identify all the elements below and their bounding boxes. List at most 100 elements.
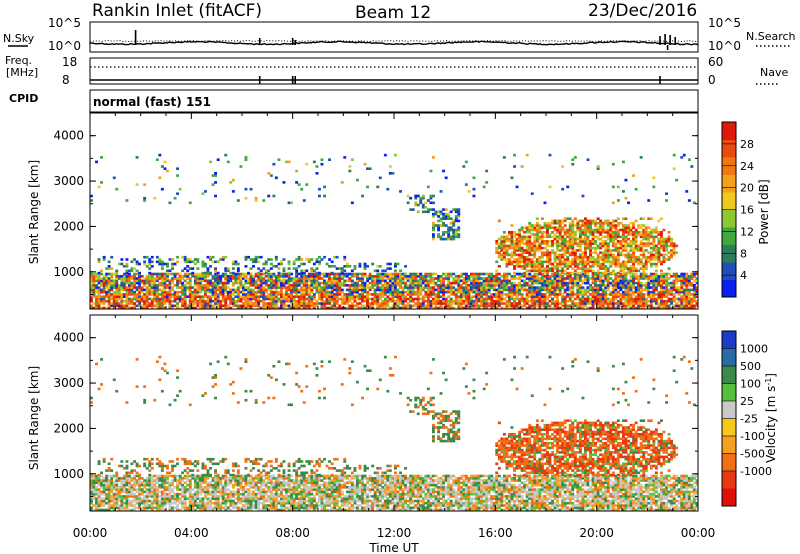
power-cell-2816 (624, 302, 628, 305)
power-cell-3747 (548, 226, 552, 229)
power-cell-453 (176, 297, 179, 301)
power-cell-327 (150, 286, 154, 289)
power-cell-3156 (687, 297, 691, 301)
power-cell-4309 (627, 224, 630, 227)
power-cell-1663 (406, 302, 410, 305)
power-cell-1760 (424, 286, 428, 289)
power-cell-1833 (439, 306, 443, 310)
power-cell-1975 (464, 275, 468, 278)
power-cell-4680 (366, 265, 369, 268)
power-cell-4677 (363, 267, 367, 270)
power-cell-4725 (176, 167, 179, 170)
power-cell-4184 (609, 228, 613, 232)
power-cell-295 (145, 299, 149, 303)
power-cell-3551 (520, 258, 524, 261)
power-cell-2211 (508, 279, 511, 283)
power-cell-1864 (444, 297, 448, 301)
power-cell-3559 (520, 237, 524, 241)
power-cell-1795 (429, 272, 433, 276)
power-cell-3908 (571, 231, 575, 234)
power-cell-34 (95, 288, 98, 292)
power-cell-3631 (533, 262, 537, 266)
power-cell-4466 (654, 262, 658, 266)
power-cell-1169 (310, 272, 314, 276)
power-cell-1858 (442, 277, 445, 280)
power-cell-3273 (183, 267, 187, 270)
power-cell-2855 (629, 277, 633, 280)
power-cell-2061 (480, 277, 483, 280)
power-cell-2053 (480, 297, 483, 301)
power-cell-3353 (264, 271, 268, 275)
power-cell-277 (140, 281, 144, 285)
power-cell-1107 (300, 281, 304, 285)
power-cell-2193 (505, 286, 509, 289)
power-cell-2708 (604, 297, 608, 301)
power-cell-568 (198, 295, 202, 298)
power-cell-53 (97, 277, 101, 280)
power-cell-1904 (452, 288, 456, 292)
power-cell-1058 (292, 304, 296, 308)
power-cell-2233 (513, 288, 516, 292)
power-cell-1163 (310, 286, 314, 289)
power-cell-3459 (502, 253, 506, 257)
power-cell-1655 (404, 286, 407, 289)
power-cell-4826 (525, 153, 529, 157)
power-cell-4345 (632, 226, 635, 229)
power-cell-4089 (596, 244, 600, 248)
power-cell-770 (236, 275, 240, 278)
power-cell-1806 (432, 277, 435, 280)
power-cell-2746 (611, 302, 615, 305)
power-cell-1793 (429, 277, 433, 280)
power-cell-156 (117, 288, 121, 292)
power-cell-4383 (639, 244, 643, 248)
power-cell-1881 (447, 281, 451, 285)
power-cell-404 (166, 299, 169, 303)
power-cell-543 (193, 284, 197, 287)
power-cell-1844 (439, 277, 443, 280)
power-cell-4574 (439, 212, 443, 216)
power-cell-3136 (685, 306, 689, 310)
power-cell-3419 (330, 260, 334, 264)
power-cell-2810 (622, 279, 625, 283)
power-cell-1041 (287, 275, 291, 278)
power-cell-4603 (449, 228, 453, 232)
power-cell-2956 (649, 293, 653, 296)
power-cell-550 (196, 302, 200, 305)
power-cell-1552 (386, 297, 390, 301)
power-cell-359 (155, 277, 159, 280)
power-cell-1117 (302, 295, 306, 298)
power-cell-45 (97, 297, 101, 301)
power-cell-3510 (513, 253, 516, 257)
power-cell-3290 (196, 260, 200, 264)
power-cell-2745 (611, 304, 615, 308)
power-cell-4560 (434, 210, 438, 214)
power-cell-3035 (665, 302, 668, 305)
power-cell-3022 (662, 299, 666, 303)
power-cell-1473 (371, 293, 375, 296)
power-cell-3974 (581, 251, 585, 254)
power-cell-2449 (553, 284, 557, 287)
power-cell-123 (112, 302, 116, 305)
power-cell-2873 (634, 299, 638, 303)
power-cell-1337 (343, 284, 347, 287)
power-cell-1898 (449, 272, 453, 276)
power-cell-2966 (652, 297, 656, 301)
power-cell-985 (277, 277, 281, 280)
power-cell-1534 (381, 272, 385, 276)
power-cell-1857 (442, 279, 445, 283)
power-cell-1939 (459, 297, 463, 301)
power-cell-4003 (584, 226, 587, 229)
power-cell-2639 (591, 293, 595, 296)
power-cell-3743 (548, 244, 552, 248)
power-cell-4838 (586, 158, 590, 161)
power-cell-3165 (687, 275, 691, 278)
power-cell-4317 (629, 253, 633, 257)
power-cell-2404 (546, 295, 549, 298)
power-cell-2104 (487, 272, 491, 276)
power-cell-1393 (356, 302, 359, 305)
power-cell-555 (196, 288, 200, 292)
power-cell-1993 (470, 302, 473, 305)
power-cell-4679 (363, 262, 367, 266)
power-cell-1274 (330, 277, 334, 280)
power-cell-160 (117, 275, 121, 278)
